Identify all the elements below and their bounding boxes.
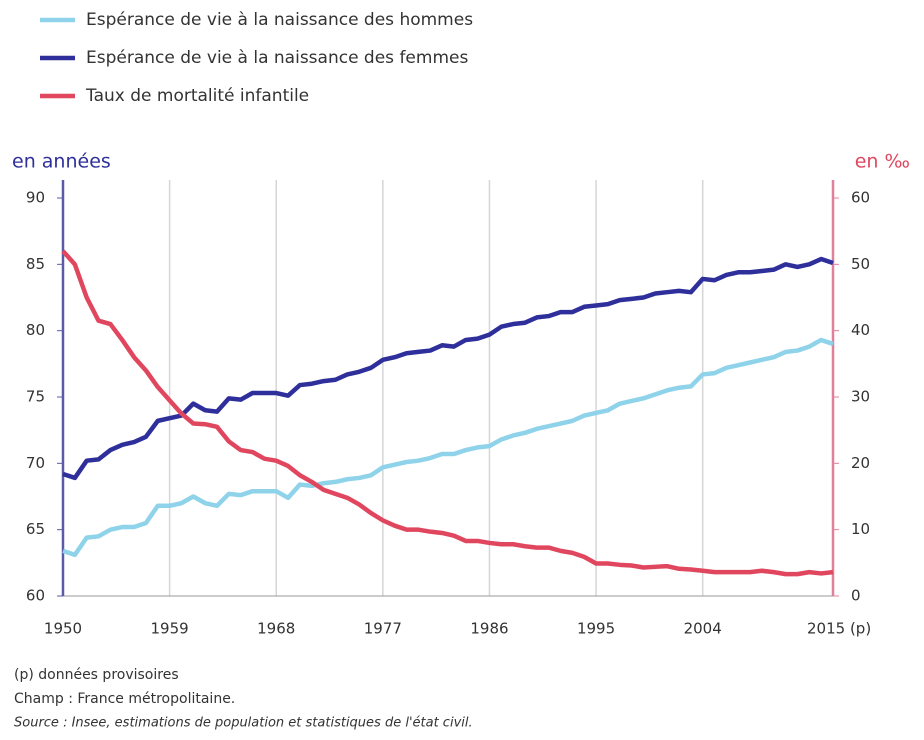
y2-axis-label: en ‰ <box>855 151 910 173</box>
y-tick-label: 90 <box>26 189 45 207</box>
y2-tick-label: 20 <box>851 454 870 472</box>
x-tick-label: 1977 <box>364 620 402 638</box>
x-tick-label: 1986 <box>470 620 508 638</box>
y-axis-label: en années <box>12 151 111 173</box>
y-tick-label: 85 <box>26 255 45 273</box>
y-tick-label: 80 <box>26 321 45 339</box>
y2-tick-label: 0 <box>851 587 861 605</box>
x-tick-label: 1995 <box>577 620 615 638</box>
note: Champ : France métropolitaine. <box>14 691 235 707</box>
y-tick-label: 65 <box>26 520 45 538</box>
source: Source : Insee, estimations de populatio… <box>14 716 473 731</box>
y-tick-label: 60 <box>26 587 45 605</box>
series-line <box>62 256 834 481</box>
note: (p) données provisoires <box>14 667 179 683</box>
legend-label: Espérance de vie à la naissance des femm… <box>86 48 468 68</box>
y2-tick-label: 50 <box>851 255 870 273</box>
x-tick-label: 2015 (p) <box>807 620 871 638</box>
x-tick-label: 2004 <box>684 620 722 638</box>
y2-tick-label: 30 <box>851 388 870 406</box>
y-tick-label: 70 <box>26 454 45 472</box>
series-line <box>61 249 834 577</box>
y2-tick-label: 40 <box>851 321 870 339</box>
y2-tick-label: 10 <box>851 520 870 538</box>
x-tick-label: 1959 <box>151 620 189 638</box>
y2-tick-label: 60 <box>851 189 870 207</box>
legend-label: Taux de mortalité infantile <box>85 86 309 106</box>
series-line <box>62 337 834 558</box>
y-tick-label: 75 <box>26 388 45 406</box>
x-tick-label: 1968 <box>257 620 295 638</box>
x-tick-label: 1950 <box>44 620 82 638</box>
legend-label: Espérance de vie à la naissance des homm… <box>86 10 473 30</box>
